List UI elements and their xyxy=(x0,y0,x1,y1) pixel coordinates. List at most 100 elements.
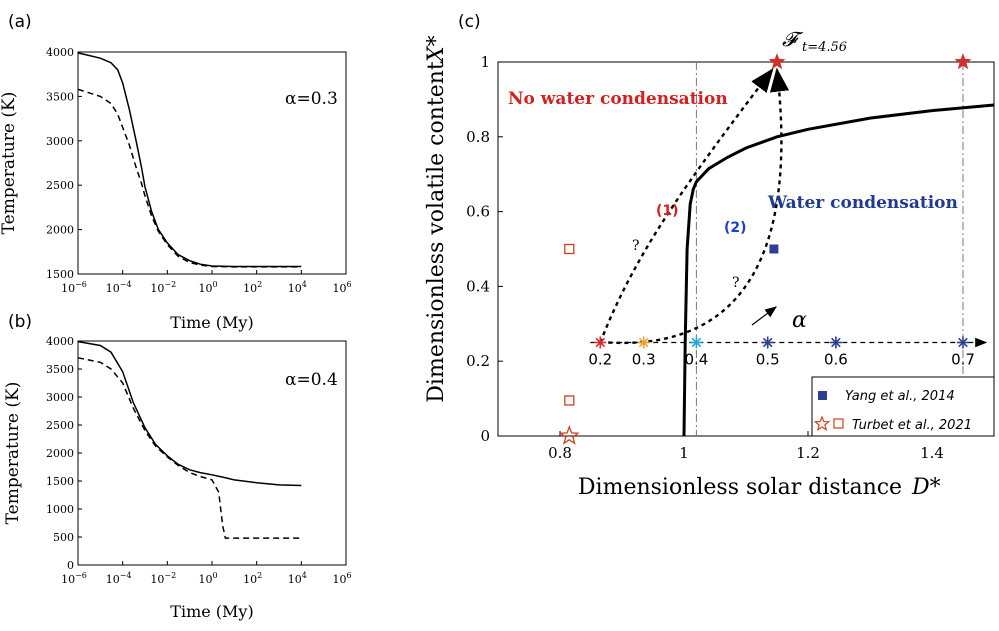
dashed-series-line xyxy=(77,357,302,539)
panel-c-x-axis-symbol: D* xyxy=(911,475,941,500)
alpha-direction-arrow xyxy=(751,306,777,326)
y-tick-label: 1 xyxy=(480,53,490,71)
alpha-point-label: 0.3 xyxy=(632,351,656,369)
alpha-point-marker-stroke xyxy=(691,337,702,348)
alpha-point-marker xyxy=(690,336,703,349)
panel-c-y-axis-label: Dimensionless volatile content xyxy=(424,61,449,403)
y-tick-label: 1000 xyxy=(46,503,74,516)
x-tick-label: 10−6 xyxy=(61,280,87,295)
panel-a-frame xyxy=(77,51,347,275)
evolution-path-2 xyxy=(608,67,790,345)
alpha-point-marker-stroke xyxy=(958,337,968,348)
path-1-question-mark: ? xyxy=(632,238,640,254)
x-tick-label: 104 xyxy=(288,280,307,295)
panel-b-y-axis-label: Temperature (K) xyxy=(3,382,23,525)
panel-c-threshold-curve xyxy=(682,103,995,437)
path-1-label: (1) xyxy=(656,203,679,219)
y-tick-label: 0.6 xyxy=(466,203,490,221)
f-label: 𝓕 xyxy=(782,27,804,51)
x-tick-label: 104 xyxy=(288,571,307,586)
alpha-point-label: 0.6 xyxy=(824,351,848,369)
legend-yang-label: Yang et al., 2014 xyxy=(845,389,955,404)
alpha-point-marker-stroke xyxy=(638,337,649,348)
alpha-symbol: α xyxy=(792,308,807,333)
x-tick-label: 0.8 xyxy=(548,444,572,462)
legend-turbet-label: Turbet et al., 2021 xyxy=(852,418,972,433)
y-tick-label: 1500 xyxy=(46,475,74,488)
path-2-question-mark: ? xyxy=(732,275,740,291)
panel-a-label: (a) xyxy=(8,12,32,32)
panel-a-y-axis-label: Temperature (K) xyxy=(0,92,19,235)
panel-c-vertical-lines xyxy=(695,62,964,436)
legend-turbet-square-marker xyxy=(833,418,844,429)
no-condensation-label: No water condensation xyxy=(508,89,728,109)
turbet-2021-star-marker xyxy=(558,425,580,445)
y-tick-label: 4000 xyxy=(46,46,74,59)
solid-series-line xyxy=(77,52,302,268)
panel-b-alpha-annotation: α=0.4 xyxy=(285,370,338,390)
turbet-2021-square-marker xyxy=(564,395,575,406)
legend-yang-marker xyxy=(818,391,827,400)
turbet-2021-square-marker xyxy=(564,243,575,255)
y-tick-label: 2000 xyxy=(46,224,74,237)
panel-a-alpha-annotation: α=0.3 xyxy=(285,89,338,109)
panel-c-y-ticks: 0 0.2 0.4 0.6 0.8 1 xyxy=(466,53,503,445)
panel-c-legend: Yang et al., 2014 Turbet et al., 2021 xyxy=(811,376,995,437)
alpha-point-label: 0.4 xyxy=(684,351,708,369)
alpha-point-marker-stroke xyxy=(638,337,649,348)
panel-a-x-ticks: 10−6 10−4 10−2 100 102 104 106 xyxy=(61,270,352,295)
y-tick-label: 3500 xyxy=(46,90,74,103)
panel-a-y-ticks: 1500 2000 2500 3000 3500 4000 xyxy=(46,46,82,281)
alpha-point-marker xyxy=(761,336,774,349)
legend-box xyxy=(811,376,995,437)
solid-series-line xyxy=(77,340,302,487)
y-tick-label: 0 xyxy=(480,427,490,445)
x-tick-label: 10−4 xyxy=(106,571,132,586)
evolution-path-1 xyxy=(599,68,774,343)
alpha-point-marker-stroke xyxy=(958,337,968,348)
alpha-point-marker-stroke xyxy=(762,337,773,348)
alpha-point-marker-stroke xyxy=(595,337,606,348)
y-tick-label: 4000 xyxy=(46,335,74,348)
panel-b-frame xyxy=(77,340,347,566)
x-tick-label: 1.4 xyxy=(920,444,944,462)
alpha-point-label: 0.5 xyxy=(756,351,780,369)
x-tick-label: 100 xyxy=(198,571,217,586)
f-label-subscript: t=4.56 xyxy=(802,40,847,55)
x-tick-label: 1.2 xyxy=(796,444,820,462)
y-tick-label: 0.2 xyxy=(466,352,490,370)
panel-c-x-ticks: 0.8 1 1.2 1.4 xyxy=(548,431,944,462)
alpha-point-marker xyxy=(637,336,650,349)
yang-2014-marker xyxy=(769,244,779,254)
panel-b-x-ticks: 10−6 10−4 10−2 100 102 104 106 xyxy=(61,561,352,586)
panel-c-label: (c) xyxy=(458,12,481,32)
panel-b-y-ticks: 0 500 1000 1500 2000 2500 3000 3500 4000 xyxy=(46,335,82,572)
x-tick-label: 106 xyxy=(332,280,351,295)
x-tick-label: 10−4 xyxy=(106,280,132,295)
condensation-threshold-line xyxy=(682,103,995,437)
x-tick-label: 10−6 xyxy=(61,571,87,586)
legend-turbet-star-marker xyxy=(813,415,831,432)
x-tick-label: 10−2 xyxy=(150,280,176,295)
dashed-series-line xyxy=(77,88,302,268)
x-tick-label: 100 xyxy=(198,280,217,295)
panel-a-x-axis-label: Time (My) xyxy=(170,313,253,332)
x-tick-label: 106 xyxy=(332,571,351,586)
y-tick-label: 0.4 xyxy=(466,277,490,295)
panel-b-x-axis-label: Time (My) xyxy=(170,602,253,621)
x-tick-label: 1 xyxy=(679,444,689,462)
path-2-label: (2) xyxy=(724,220,747,236)
panel-c-alpha-points: 0.2 0.3 0.4 0.5 0.6 0.7 xyxy=(588,336,975,369)
alpha-point-marker-stroke xyxy=(831,337,841,348)
alpha-point-marker-stroke xyxy=(691,337,702,348)
y-tick-label: 3000 xyxy=(46,135,74,148)
alpha-point-label: 0.2 xyxy=(588,351,612,369)
condensation-label: Water condensation xyxy=(767,193,958,213)
y-tick-label: 3000 xyxy=(46,391,74,404)
alpha-point-marker xyxy=(957,336,969,349)
star-marker xyxy=(954,53,972,70)
panel-c-frame xyxy=(497,61,995,437)
alpha-point-marker-stroke xyxy=(762,337,773,348)
